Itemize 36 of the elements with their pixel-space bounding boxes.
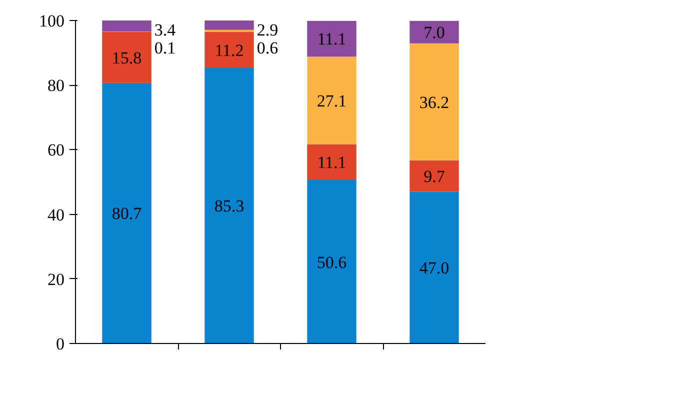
data-label: 7.0 bbox=[424, 23, 445, 42]
data-label: 85.3 bbox=[214, 196, 244, 216]
data-label: 2.9 bbox=[256, 20, 278, 40]
data-label: 80.7 bbox=[112, 204, 142, 224]
data-label: 3.4 bbox=[154, 20, 176, 40]
y-tick-label: 0 bbox=[56, 334, 64, 354]
data-label: 15.8 bbox=[112, 48, 142, 68]
y-tick-label: 100 bbox=[39, 12, 64, 30]
data-label: 11.2 bbox=[214, 40, 244, 60]
bar bbox=[307, 144, 356, 180]
bar bbox=[410, 160, 459, 192]
y-tick-label: 60 bbox=[48, 140, 64, 160]
bar bbox=[102, 20, 152, 32]
data-label: 27.1 bbox=[316, 91, 347, 110]
y-tick-label: 40 bbox=[48, 205, 64, 224]
data-label: 0.1 bbox=[154, 38, 176, 58]
data-label: 47.0 bbox=[419, 258, 450, 278]
data-label: 11.1 bbox=[317, 153, 346, 172]
bar bbox=[204, 20, 254, 30]
data-label: 11.1 bbox=[317, 30, 346, 49]
bar bbox=[410, 43, 459, 160]
y-tick-label: 80 bbox=[48, 76, 64, 96]
bar bbox=[410, 192, 459, 344]
bar bbox=[410, 20, 459, 44]
y-tick-label: 20 bbox=[48, 270, 64, 289]
bar bbox=[307, 180, 356, 344]
data-label: 50.6 bbox=[316, 252, 347, 272]
bar bbox=[307, 20, 356, 57]
bar bbox=[102, 32, 152, 83]
data-label: 36.2 bbox=[419, 92, 450, 112]
data-label: 0.6 bbox=[256, 38, 278, 58]
bar bbox=[204, 68, 254, 344]
bar bbox=[307, 56, 356, 144]
bar bbox=[102, 82, 152, 344]
data-label: 9.7 bbox=[424, 167, 446, 186]
bar bbox=[204, 32, 254, 68]
